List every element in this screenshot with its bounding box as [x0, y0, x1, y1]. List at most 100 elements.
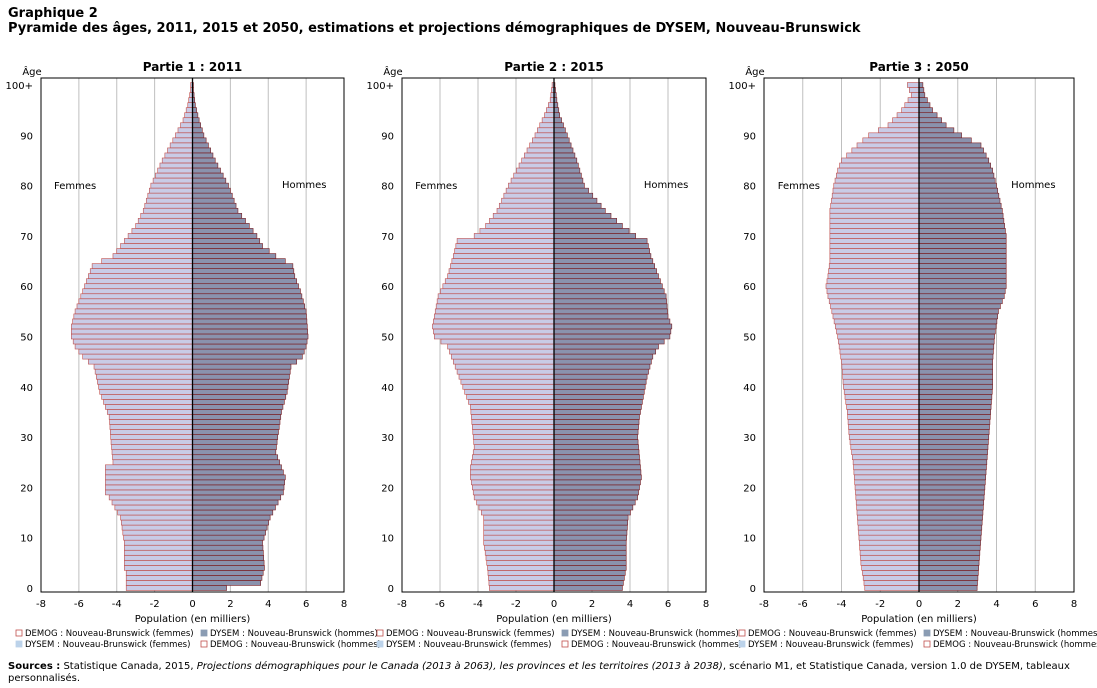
bar-femmes [860, 560, 920, 566]
bar-femmes [843, 389, 920, 395]
bar-hommes [192, 409, 282, 415]
y-tick-label: 50 [743, 333, 756, 344]
bar-femmes [109, 424, 193, 430]
bar-hommes [192, 434, 279, 440]
bar-hommes [553, 182, 585, 189]
bar-femmes [907, 82, 920, 88]
bar-hommes [918, 449, 988, 455]
bar-femmes [856, 509, 920, 516]
bar-femmes [859, 550, 920, 556]
bar-hommes [192, 514, 271, 521]
bar-hommes [918, 499, 985, 506]
bar-hommes [553, 233, 636, 239]
bar-femmes [473, 233, 555, 239]
bar-femmes [887, 122, 920, 129]
y-tick-label: 20 [381, 483, 394, 494]
bar-hommes [192, 192, 233, 199]
bar-femmes [901, 107, 920, 113]
bar-hommes [192, 504, 276, 511]
bar-hommes [918, 429, 990, 435]
bar-femmes [108, 414, 193, 420]
bar-hommes [918, 343, 995, 350]
bar-femmes [120, 519, 193, 526]
pyramid-panel-1: Partie 1 : 2011Âge0102030405060708090100… [6, 60, 381, 650]
bar-hommes [192, 479, 285, 486]
bar-femmes [534, 132, 555, 139]
bar-femmes [547, 102, 555, 108]
bar-hommes [918, 464, 987, 471]
bar-hommes [192, 469, 284, 476]
bar-hommes [918, 439, 989, 445]
bar-hommes [918, 223, 1005, 229]
bar-hommes [192, 565, 265, 571]
bar-hommes [553, 162, 579, 169]
y-tick-label: 10 [381, 534, 394, 545]
bar-hommes [553, 187, 589, 194]
bar-hommes [918, 353, 994, 360]
bar-femmes [451, 353, 555, 360]
bar-femmes [144, 202, 193, 209]
bar-femmes [488, 575, 555, 581]
bar-femmes [78, 348, 193, 355]
y-tick-label: 0 [750, 584, 756, 595]
bar-hommes [918, 102, 931, 108]
bar-femmes [450, 263, 555, 269]
legend-swatch [200, 629, 208, 637]
bar-femmes [833, 318, 920, 325]
bar-hommes [192, 157, 216, 164]
bar-hommes [918, 218, 1005, 224]
bar-hommes [918, 514, 983, 521]
pyramid-panel-2: Partie 2 : 2015Âge0102030405060708090100… [367, 60, 742, 650]
bar-hommes [553, 192, 594, 199]
bar-hommes [918, 484, 986, 491]
bar-femmes [484, 544, 555, 551]
bar-femmes [91, 263, 193, 269]
bar-hommes [918, 368, 993, 375]
bar-hommes [918, 192, 1000, 199]
bar-femmes [116, 248, 193, 254]
x-tick-label: -2 [875, 599, 885, 610]
bar-hommes [553, 373, 648, 380]
bar-femmes [124, 555, 193, 561]
bar-hommes [192, 414, 282, 420]
bar-femmes [437, 293, 555, 300]
bar-femmes [859, 544, 920, 551]
bar-femmes [433, 318, 555, 325]
y-tick-label: 30 [743, 433, 756, 444]
bar-hommes [553, 474, 642, 481]
bar-hommes [553, 323, 673, 330]
bar-femmes [829, 207, 920, 214]
bar-hommes [553, 248, 650, 254]
bar-hommes [553, 348, 656, 355]
bar-femmes [845, 399, 920, 405]
bar-hommes [192, 328, 308, 335]
y-tick-label: 80 [381, 182, 394, 193]
bar-hommes [192, 439, 278, 445]
bar-femmes [99, 389, 193, 395]
sources-publication: Projections démographiques pour le Canad… [196, 661, 723, 672]
bar-hommes [192, 167, 221, 174]
bar-femmes [112, 253, 193, 259]
bar-hommes [918, 389, 993, 395]
bar-hommes [192, 333, 309, 340]
bar-femmes [483, 534, 555, 541]
bar-femmes [524, 152, 555, 159]
bar-femmes [487, 570, 555, 576]
bar-femmes [105, 479, 193, 486]
bar-hommes [192, 147, 211, 154]
bar-femmes [182, 117, 193, 123]
x-tick-label: -2 [511, 599, 521, 610]
bar-femmes [831, 197, 920, 204]
bar-femmes [858, 534, 920, 541]
bar-hommes [553, 539, 627, 546]
bar-femmes [489, 218, 555, 224]
bar-femmes [94, 368, 193, 375]
legend-label: DEMOG : Nouveau-Brunswick (hommes) [571, 640, 742, 650]
bar-hommes [918, 358, 993, 365]
bar-hommes [918, 318, 998, 325]
bar-femmes [436, 298, 555, 305]
bar-femmes [834, 323, 920, 330]
bar-hommes [918, 278, 1007, 284]
legend-swatch [15, 629, 23, 637]
hommes-label: Hommes [644, 180, 688, 191]
